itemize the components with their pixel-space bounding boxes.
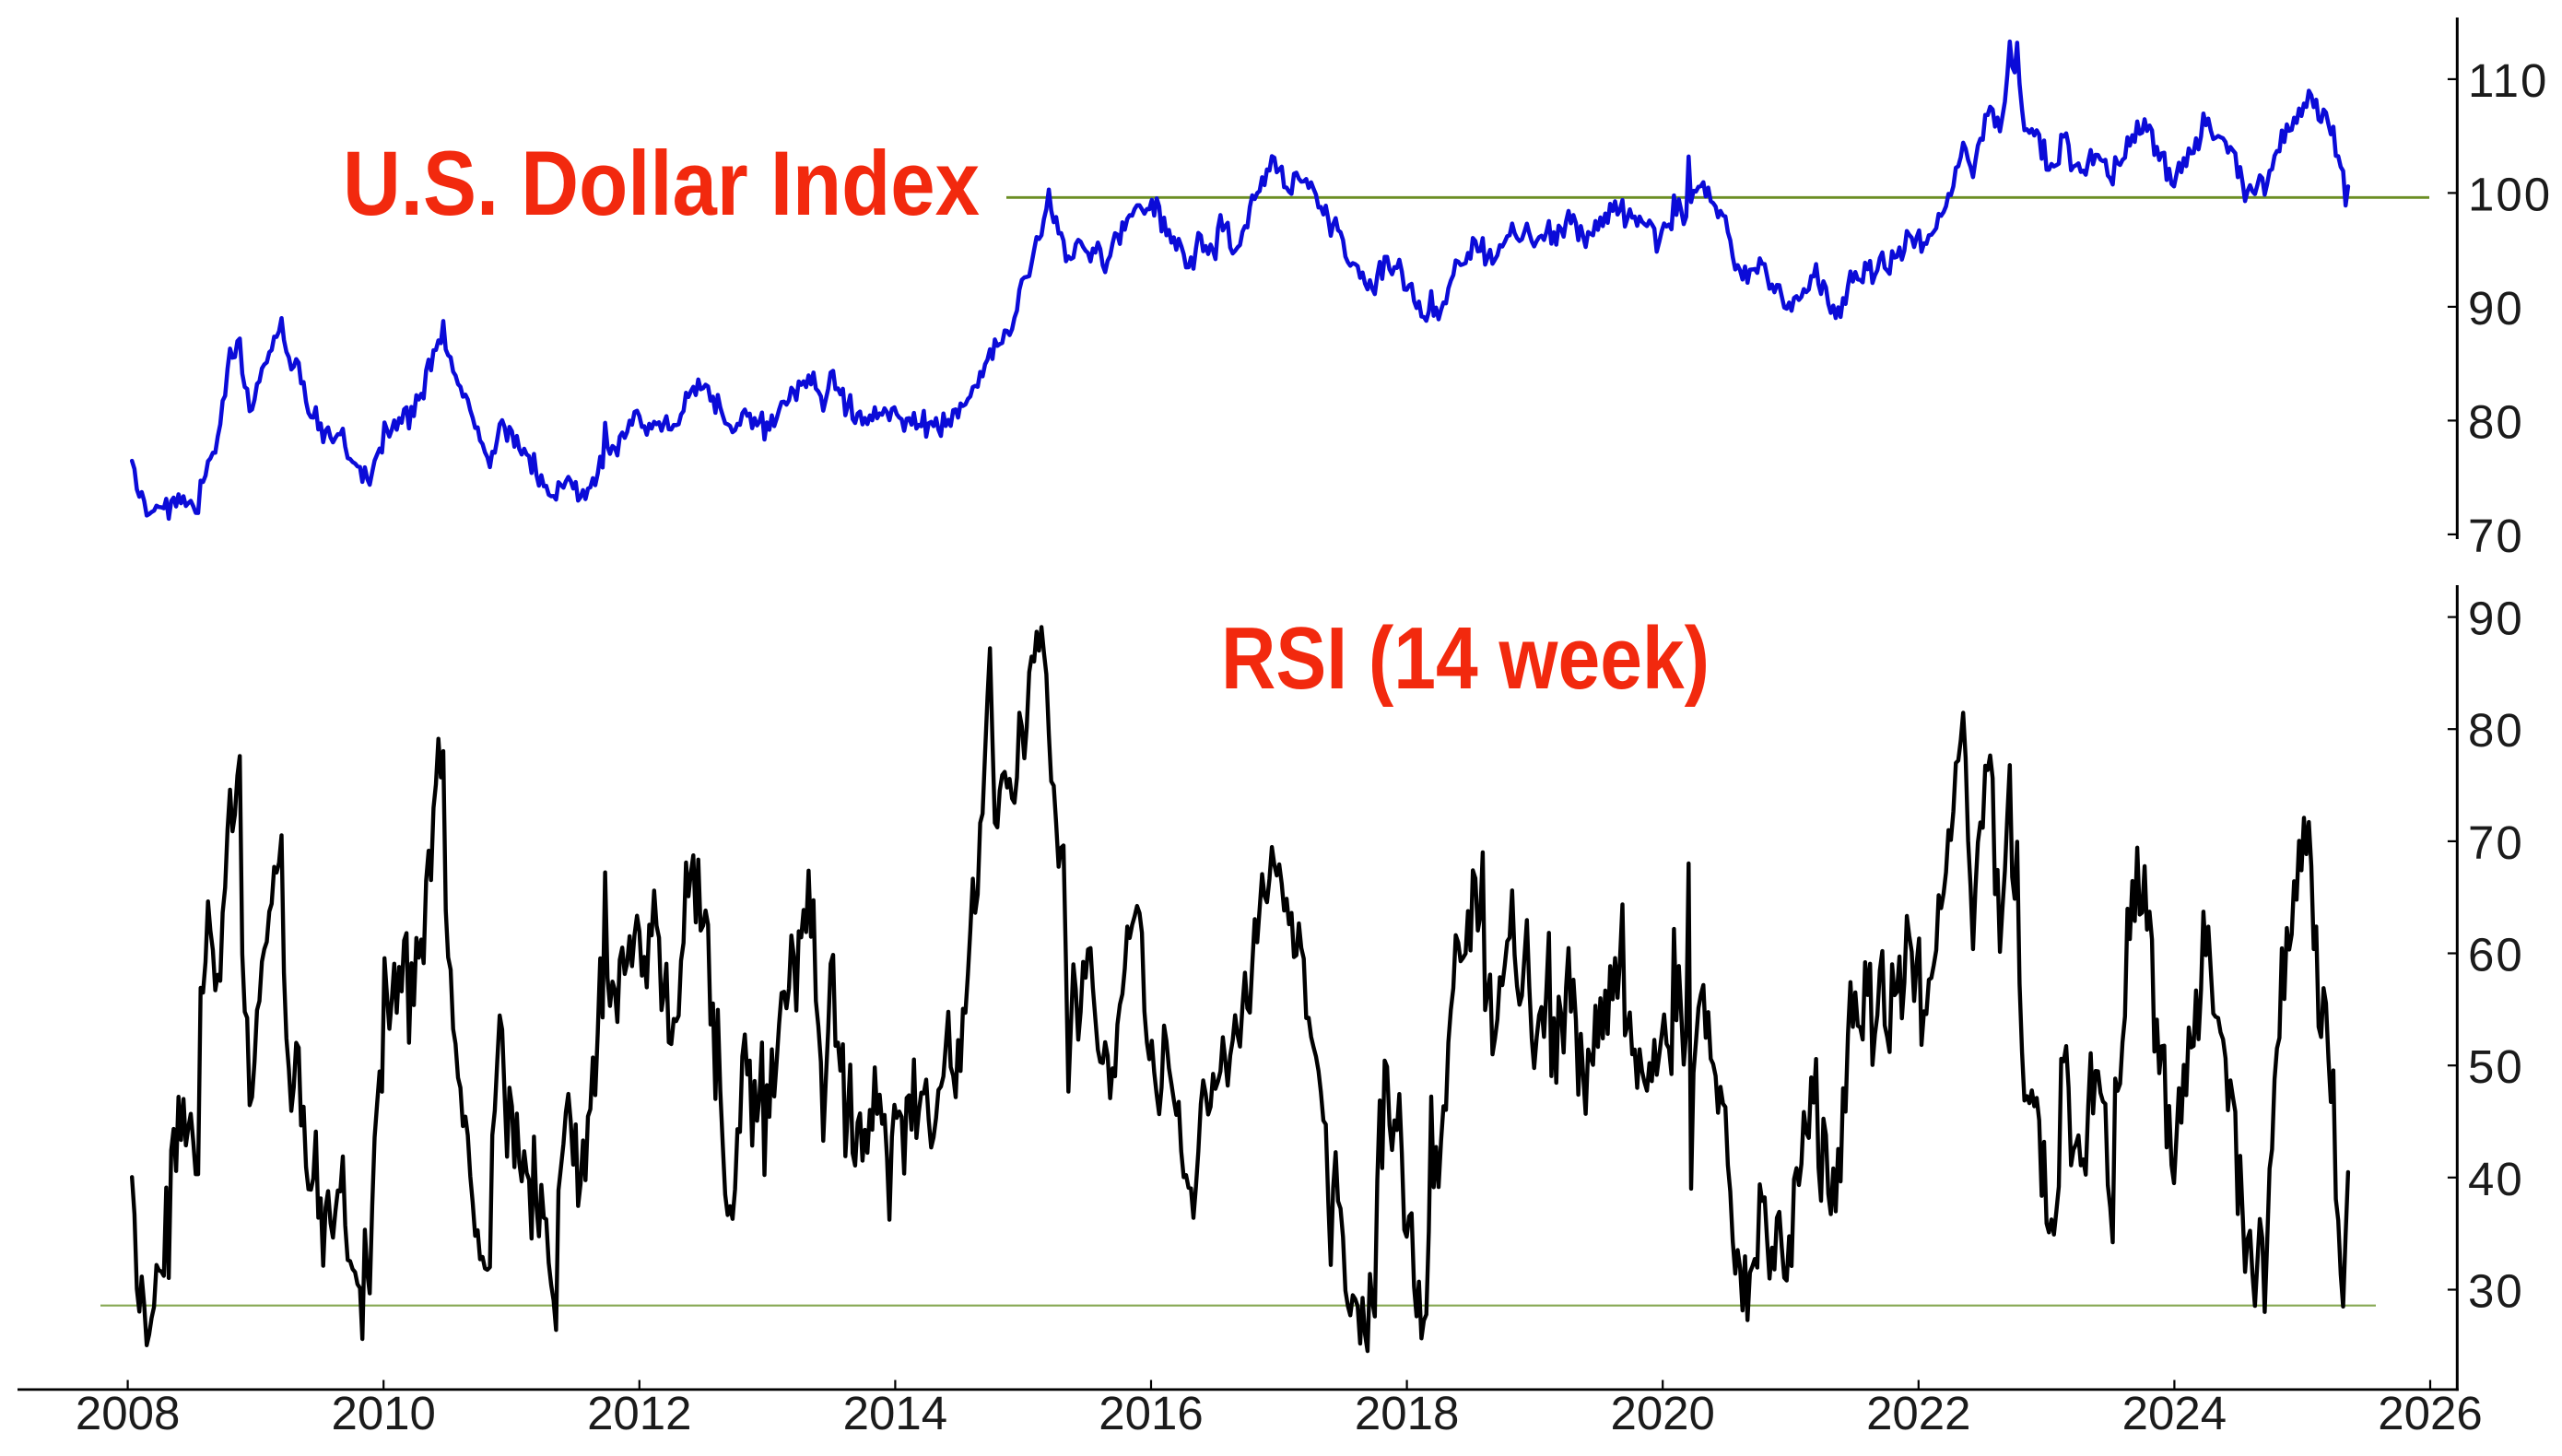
svg-text:2026: 2026 (2378, 1387, 2482, 1439)
svg-text:30: 30 (2468, 1265, 2524, 1318)
svg-text:2016: 2016 (1099, 1387, 1203, 1439)
svg-text:110: 110 (2468, 54, 2548, 107)
svg-text:50: 50 (2468, 1040, 2524, 1093)
svg-text:70: 70 (2468, 816, 2524, 869)
svg-text:80: 80 (2468, 704, 2524, 757)
svg-text:U.S. Dollar Index: U.S. Dollar Index (343, 132, 980, 234)
svg-text:2014: 2014 (843, 1387, 947, 1439)
svg-text:90: 90 (2468, 593, 2524, 645)
svg-text:RSI (14 week): RSI (14 week) (1221, 609, 1710, 708)
svg-text:2024: 2024 (2122, 1387, 2227, 1439)
svg-text:2022: 2022 (1866, 1387, 1970, 1439)
svg-text:2018: 2018 (1355, 1387, 1459, 1439)
svg-text:2008: 2008 (76, 1387, 180, 1439)
svg-text:2012: 2012 (587, 1387, 691, 1439)
svg-text:60: 60 (2468, 929, 2524, 981)
svg-text:2010: 2010 (331, 1387, 435, 1439)
svg-text:2020: 2020 (1610, 1387, 1714, 1439)
svg-text:70: 70 (2468, 510, 2524, 562)
svg-text:90: 90 (2468, 282, 2524, 335)
svg-text:80: 80 (2468, 395, 2524, 448)
svg-text:100: 100 (2468, 168, 2552, 220)
svg-text:40: 40 (2468, 1153, 2524, 1205)
